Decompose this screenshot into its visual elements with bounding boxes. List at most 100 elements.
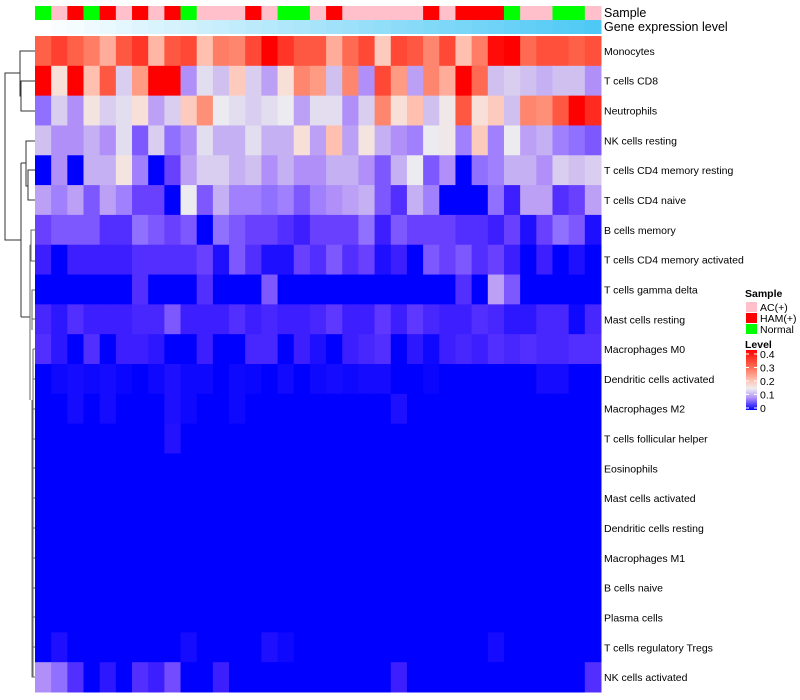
heatmap-cell	[196, 155, 214, 186]
heatmap-cell	[261, 36, 279, 67]
heatmap-cell	[358, 364, 376, 395]
heatmap-cell	[67, 393, 85, 425]
heatmap-cell	[568, 453, 586, 484]
heatmap-cell	[99, 125, 117, 156]
heatmap-cell	[245, 155, 262, 186]
heatmap-cell	[35, 572, 52, 604]
heatmap-cell	[132, 334, 149, 365]
heatmap-cell	[326, 304, 343, 335]
heatmap-cell	[212, 542, 230, 574]
heatmap-cell	[406, 393, 424, 425]
heatmap-cell	[132, 602, 149, 633]
heatmap-cell	[293, 632, 311, 663]
heatmap-cell	[196, 572, 214, 604]
heatmap-cell	[115, 95, 133, 126]
heatmap-cell	[358, 95, 376, 126]
heatmap-cell	[423, 36, 440, 67]
heatmap-cell	[180, 244, 198, 276]
heatmap-cell	[35, 423, 52, 454]
heatmap-cell	[277, 423, 295, 454]
heatmap-cell	[342, 185, 359, 216]
heatmap-cell	[536, 662, 553, 693]
heatmap-cell	[439, 125, 456, 156]
heatmap-cell	[35, 364, 52, 395]
gene-expression-annotation-cell	[536, 20, 553, 34]
heatmap-cell	[83, 304, 101, 335]
heatmap-cell	[229, 334, 246, 365]
heatmap-cell	[115, 125, 133, 156]
heatmap-cell	[423, 662, 440, 693]
heatmap-cell	[520, 513, 537, 544]
heatmap-cell	[487, 364, 505, 395]
heatmap-cell	[471, 244, 489, 276]
heatmap-cell	[487, 483, 505, 514]
gene-expression-annotation-cell	[326, 20, 343, 34]
heatmap-cell	[309, 125, 327, 156]
row-labels: Monocytes T cells CD8 Neutrophils NK cells …	[604, 46, 744, 684]
heatmap-cell	[342, 513, 359, 544]
heatmap-cell	[148, 95, 165, 126]
heatmap-cell	[148, 662, 165, 693]
heatmap-cell	[342, 65, 359, 97]
gene-expression-annotation-cell	[309, 20, 327, 34]
heatmap-cell	[196, 125, 214, 156]
heatmap-cell	[358, 244, 376, 276]
heatmap-cell	[423, 214, 440, 246]
heatmap-cell	[293, 155, 311, 186]
heatmap-cell	[374, 36, 392, 67]
heatmap-cell	[196, 662, 214, 693]
heatmap-cell	[261, 423, 279, 454]
heatmap-cell	[293, 95, 311, 126]
heatmap-cell	[132, 423, 149, 454]
heatmap-cell	[67, 423, 85, 454]
heatmap-cell	[196, 513, 214, 544]
legend-swatch-ham	[746, 313, 757, 323]
heatmap-cell	[536, 453, 553, 484]
heatmap-cell	[584, 304, 602, 335]
heatmap-cell	[309, 36, 327, 67]
heatmap-cell	[568, 155, 586, 186]
heatmap-cell	[115, 542, 133, 574]
heatmap-cell	[439, 185, 456, 216]
heatmap-cell	[326, 334, 343, 365]
heatmap-cell	[358, 304, 376, 335]
heatmap-cell	[439, 632, 456, 663]
heatmap-cell	[423, 483, 440, 514]
sample-annotation-bar	[35, 6, 602, 20]
heatmap-cell	[390, 483, 408, 514]
heatmap-cell	[196, 393, 214, 425]
sample-annotation-cell	[390, 6, 408, 20]
heatmap-cell	[229, 304, 246, 335]
heatmap-cell	[115, 572, 133, 604]
sample-annotation-cell	[552, 6, 570, 20]
heatmap-cell	[326, 214, 343, 246]
heatmap-cell	[358, 453, 376, 484]
heatmap-cell	[503, 632, 521, 663]
heatmap-cell	[342, 602, 359, 633]
heatmap-cell	[277, 125, 295, 156]
heatmap-cell	[584, 95, 602, 126]
legend-level-colorbar	[746, 350, 757, 410]
heatmap-cell	[51, 214, 68, 246]
heatmap-cell	[277, 364, 295, 395]
heatmap-cell	[471, 453, 489, 484]
heatmap-cell	[487, 155, 505, 186]
heatmap-cell	[358, 602, 376, 633]
heatmap-cell	[423, 453, 440, 484]
heatmap-cell	[83, 662, 101, 693]
heatmap-cell	[51, 423, 68, 454]
heatmap-cell	[180, 214, 198, 246]
gene-expression-annotation-cell	[180, 20, 198, 34]
heatmap-cell	[439, 513, 456, 544]
heatmap-cell	[439, 155, 456, 186]
heatmap-cell	[568, 36, 586, 67]
heatmap-cell	[439, 542, 456, 574]
heatmap-cell	[277, 36, 295, 67]
heatmap-cell	[536, 423, 553, 454]
heatmap-cell	[132, 274, 149, 305]
heatmap-cell	[309, 244, 327, 276]
heatmap-cell	[390, 423, 408, 454]
heatmap-cell	[293, 214, 311, 246]
heatmap-cell	[229, 65, 246, 97]
heatmap-cell	[67, 483, 85, 514]
